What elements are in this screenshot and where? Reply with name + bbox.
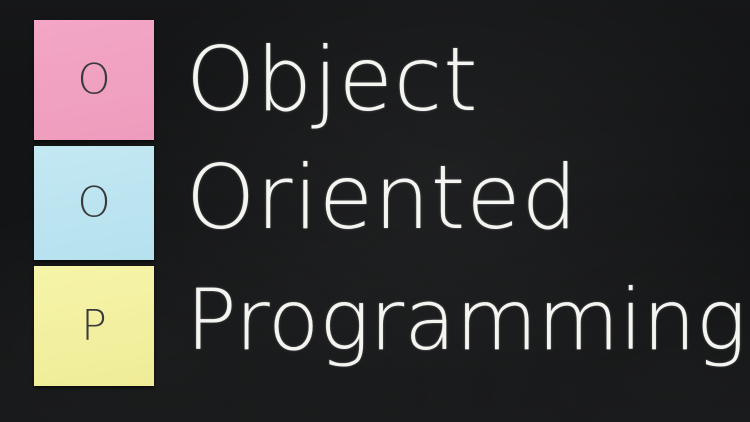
sticky-note-letter-o: O [77,54,111,104]
chalk-word-oriented: Oriented [186,146,579,249]
sticky-note-letter-o: O [77,177,111,227]
sticky-note-blue: O [34,146,154,260]
sticky-note-letter-p: P [81,300,107,350]
chalk-word-programming: Programming [186,271,747,369]
chalk-word-object: Object [186,28,479,131]
sticky-note-yellow: P [34,266,154,386]
sticky-note-pink: O [34,20,154,140]
